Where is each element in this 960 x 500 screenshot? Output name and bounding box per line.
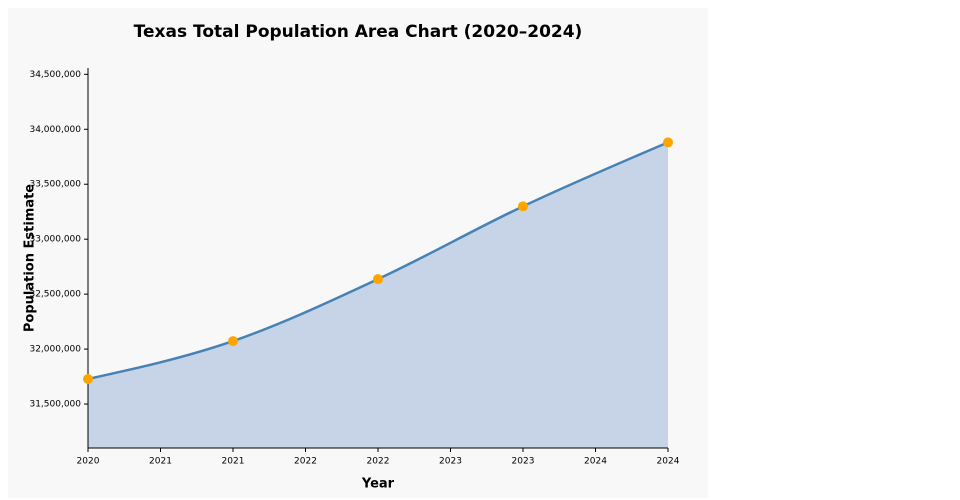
x-tick-label: 2021 xyxy=(222,457,245,467)
data-point xyxy=(663,137,673,148)
x-tick-label: 2021 xyxy=(149,457,172,467)
x-tick-label: 2024 xyxy=(657,457,680,467)
x-tick-label: 2024 xyxy=(584,457,607,467)
data-point xyxy=(373,274,383,285)
data-point xyxy=(518,201,528,212)
y-tick-label: 33,000,000 xyxy=(29,235,81,245)
y-tick-label: 33,500,000 xyxy=(29,180,81,190)
data-point xyxy=(83,373,93,384)
x-tick-label: 2022 xyxy=(294,457,317,467)
y-axis-label: Population Estimate xyxy=(23,184,38,332)
x-tick-label: 2020 xyxy=(77,457,100,467)
x-tick-label: 2022 xyxy=(367,457,390,467)
y-tick-label: 31,500,000 xyxy=(29,400,81,410)
x-tick-label: 2023 xyxy=(439,457,462,467)
data-point xyxy=(228,336,238,347)
x-axis-label: Year xyxy=(361,477,395,492)
y-tick-label: 34,500,000 xyxy=(29,70,81,80)
y-tick-label: 32,000,000 xyxy=(29,345,81,355)
y-tick-label: 32,500,000 xyxy=(29,290,81,300)
chart-title: Texas Total Population Area Chart (2020–… xyxy=(134,22,583,42)
y-tick-label: 34,000,000 xyxy=(29,125,81,135)
area xyxy=(88,142,668,449)
x-tick-label: 2023 xyxy=(512,457,535,467)
